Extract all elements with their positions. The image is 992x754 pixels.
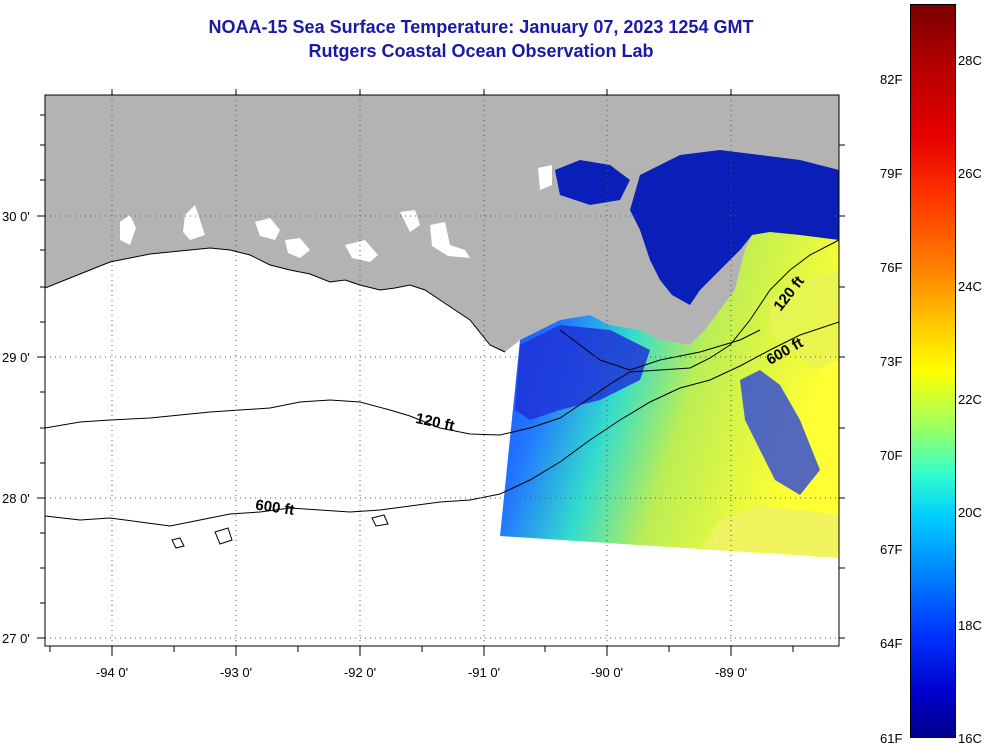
colorbar-c-28: 28C — [958, 53, 982, 68]
lon-label-93: -93 0' — [220, 665, 252, 680]
colorbar-c-16: 16C — [958, 731, 982, 746]
colorbar-f-67: 67F — [880, 542, 903, 557]
sst-swath — [500, 230, 839, 558]
colorbar-f-73: 73F — [880, 354, 903, 369]
lon-label-91: -91 0' — [468, 665, 500, 680]
colorbar-c-22: 22C — [958, 392, 982, 407]
axis-ticks — [37, 89, 845, 656]
lake-7 — [430, 222, 470, 258]
lake-1 — [120, 215, 136, 245]
sst-cold-lake — [555, 160, 630, 205]
lake-2 — [183, 205, 205, 240]
coastline — [45, 247, 506, 353]
contour-coast-east — [559, 329, 761, 371]
lon-label-90: -90 0' — [591, 665, 623, 680]
map-subtitle: Rutgers Coastal Ocean Observation Lab — [308, 41, 654, 61]
lat-label-27: 27 0' — [2, 631, 30, 646]
temperature-colorbar — [910, 4, 956, 738]
contour-shoal-3 — [371, 514, 389, 527]
lon-label-92: -92 0' — [344, 665, 376, 680]
contour-120ft — [45, 239, 839, 436]
sst-warm-patch — [700, 505, 839, 558]
lat-label-29: 29 0' — [2, 350, 30, 365]
lake-8 — [538, 165, 552, 190]
contour-shoal-1 — [171, 537, 185, 549]
colorbar-f-70: 70F — [880, 448, 903, 463]
colorbar-f-76: 76F — [880, 260, 903, 275]
colorbar-c-20: 20C — [958, 505, 982, 520]
sst-cold-plume — [740, 370, 820, 495]
colorbar-c-18: 18C — [958, 618, 982, 633]
colorbar-f-64: 64F — [880, 636, 903, 651]
sst-cold-sound — [630, 150, 839, 305]
contour-600ft — [45, 321, 839, 527]
sst-cold-nearshore — [515, 325, 650, 420]
lake-5 — [345, 240, 378, 262]
lon-label-89: -89 0' — [715, 665, 747, 680]
lake-4 — [285, 238, 310, 258]
colorbar-f-61: 61F — [880, 731, 903, 746]
map-frame — [44, 94, 840, 647]
contour-shoal-2 — [214, 527, 233, 545]
lat-label-30: 30 0' — [2, 209, 30, 224]
lat-label-28: 28 0' — [2, 491, 30, 506]
colorbar-f-79: 79F — [880, 166, 903, 181]
contour-label-600-west: 600 ft — [254, 497, 295, 519]
sst-warm-east — [770, 270, 839, 370]
lake-3 — [255, 218, 280, 240]
colorbar-c-26: 26C — [958, 166, 982, 181]
map-frame-content — [45, 95, 839, 646]
lon-label-94: -94 0' — [96, 665, 128, 680]
colorbar-f-82: 82F — [880, 72, 903, 87]
colorbar-c-24: 24C — [958, 279, 982, 294]
map-title: NOAA-15 Sea Surface Temperature: January… — [208, 17, 754, 37]
gridlines — [45, 95, 839, 646]
